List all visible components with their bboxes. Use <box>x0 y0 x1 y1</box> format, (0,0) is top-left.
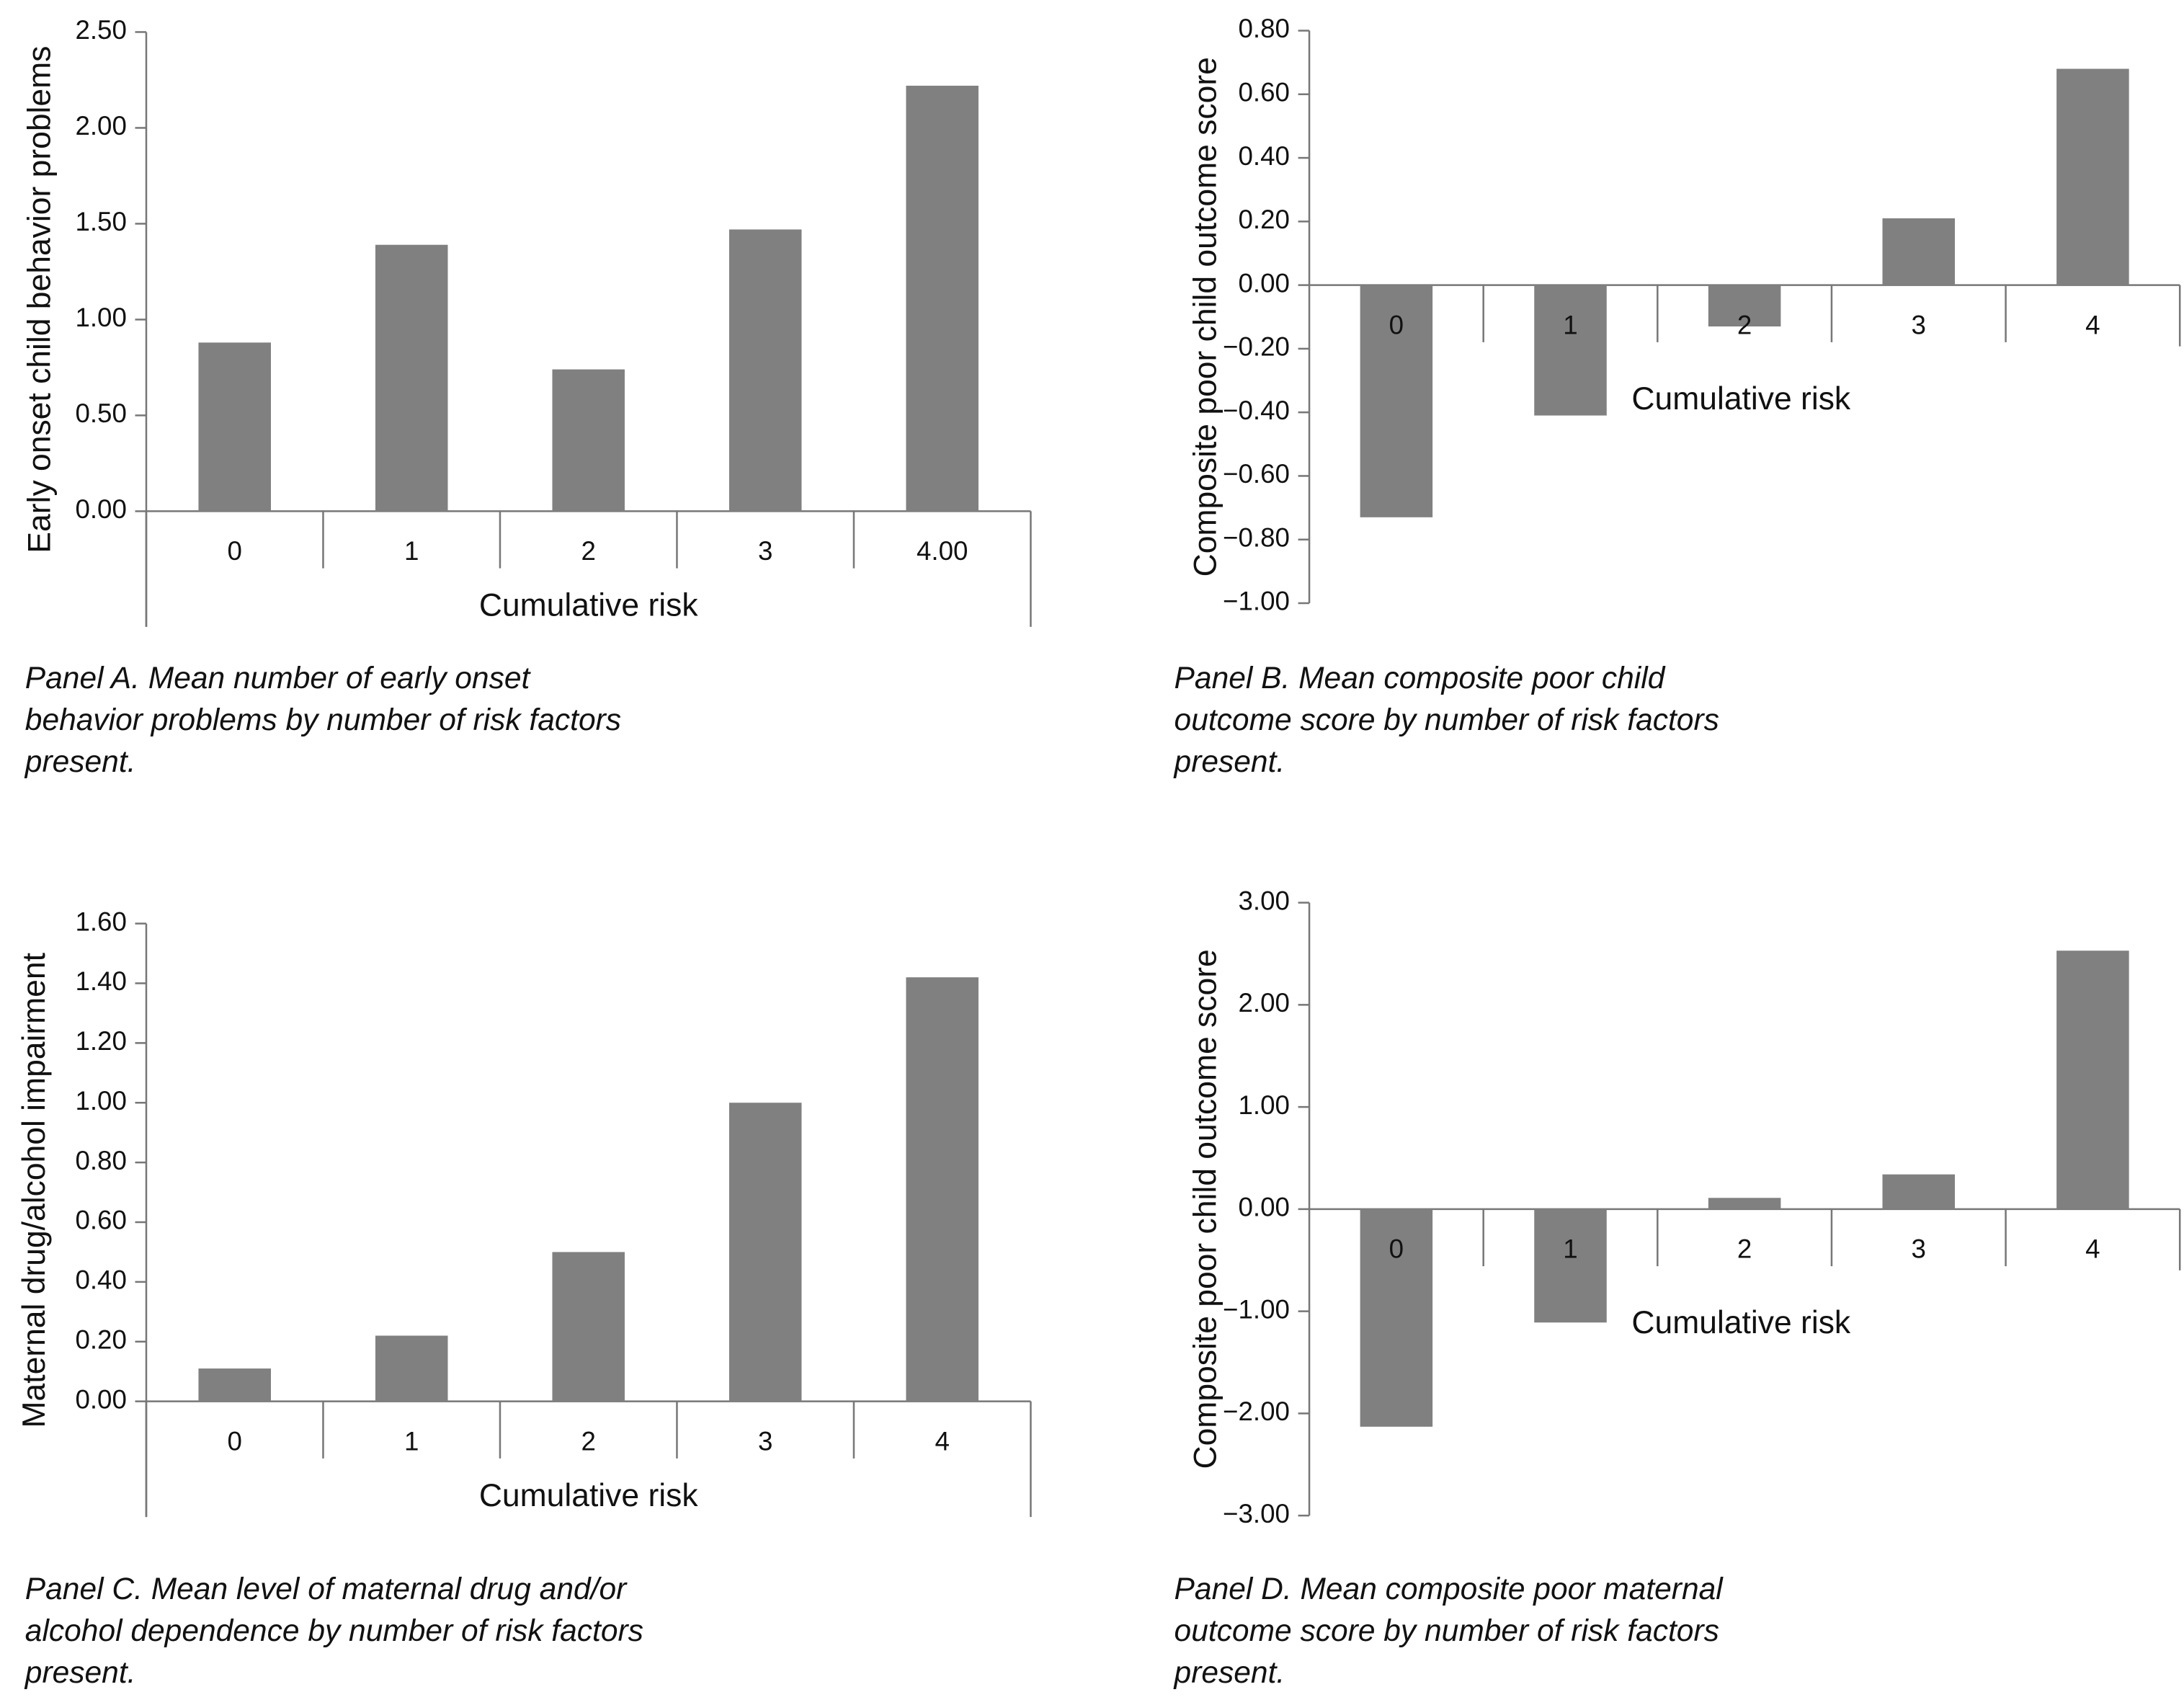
y-tick-label: 0.50 <box>75 399 126 428</box>
y-tick-label: 1.20 <box>75 1026 126 1056</box>
x-axis-label: Cumulative risk <box>479 1478 699 1513</box>
bar <box>906 85 979 512</box>
x-tick-label: 2 <box>1737 310 1752 339</box>
y-tick-label: 2.50 <box>75 15 126 45</box>
x-tick-label: 1 <box>404 536 419 566</box>
bar <box>728 1103 802 1402</box>
y-tick-label: 1.00 <box>1239 1090 1290 1120</box>
x-tick-label: 0 <box>1389 310 1404 339</box>
y-tick-label: 1.50 <box>75 207 126 236</box>
bar <box>375 1335 448 1402</box>
x-tick-label: 1 <box>1563 310 1577 339</box>
y-tick-label: −1.00 <box>1223 1294 1290 1324</box>
y-tick-label: 0.60 <box>75 1206 126 1235</box>
bar <box>2056 951 2129 1209</box>
caption: Panel B. Mean composite poor child outco… <box>1174 660 1719 779</box>
x-tick-label: 4.00 <box>917 536 968 566</box>
y-tick-label: 2.00 <box>1239 988 1290 1018</box>
x-axis-label: Cumulative risk <box>479 588 699 623</box>
y-axis-label: Maternal drug/alcohol impairment <box>17 952 52 1428</box>
caption: Panel D. Mean composite poor maternal ou… <box>1174 1571 1723 1690</box>
y-tick-label: −0.80 <box>1223 522 1290 552</box>
y-tick-label: −3.00 <box>1223 1499 1290 1528</box>
x-tick-label: 2 <box>581 536 595 566</box>
x-tick-label: 3 <box>758 536 772 566</box>
x-tick-label: 0 <box>1389 1234 1404 1264</box>
bar <box>1882 218 1956 285</box>
x-tick-label: 0 <box>228 536 242 566</box>
x-tick-label: 1 <box>1563 1234 1577 1264</box>
y-tick-label: 0.80 <box>1239 14 1290 43</box>
y-tick-label: −0.40 <box>1223 396 1290 425</box>
bar <box>1882 1174 1956 1209</box>
y-axis-label: Composite poor child outcome score <box>1188 57 1224 577</box>
x-tick-label: 2 <box>1737 1234 1752 1264</box>
y-tick-label: 1.00 <box>75 1086 126 1116</box>
y-tick-label: 0.80 <box>75 1146 126 1175</box>
x-tick-label: 3 <box>1912 310 1926 339</box>
y-tick-label: 1.40 <box>75 966 126 996</box>
bar <box>906 977 979 1402</box>
y-tick-label: 0.60 <box>1239 78 1290 107</box>
x-tick-label: 4 <box>935 1426 949 1456</box>
x-axis-label: Cumulative risk <box>1631 381 1851 417</box>
y-tick-label: 0.20 <box>1239 205 1290 234</box>
y-tick-label: 0.00 <box>1239 1193 1290 1222</box>
y-tick-label: −0.60 <box>1223 459 1290 489</box>
y-axis-label: Composite poor child outcome score <box>1188 949 1224 1469</box>
y-tick-label: −0.20 <box>1223 332 1290 362</box>
x-tick-label: 0 <box>228 1426 242 1456</box>
bar <box>1708 1198 1781 1209</box>
y-tick-label: 0.40 <box>1239 141 1290 171</box>
y-tick-label: 3.00 <box>1239 886 1290 915</box>
x-tick-label: 3 <box>1912 1234 1926 1264</box>
bar <box>1708 285 1781 327</box>
y-tick-label: 0.20 <box>75 1325 126 1354</box>
bar <box>375 244 448 512</box>
y-tick-label: 1.60 <box>75 907 126 936</box>
x-tick-label: 4 <box>2085 1234 2100 1264</box>
bar <box>198 1368 271 1402</box>
y-axis-label: Early onset child behavior problems <box>22 46 58 553</box>
y-tick-label: 0.00 <box>75 1384 126 1414</box>
bar <box>728 229 802 512</box>
bar <box>1534 285 1607 416</box>
caption: Panel C. Mean level of maternal drug and… <box>24 1571 643 1690</box>
bar <box>1360 285 1433 517</box>
bar <box>2056 68 2129 285</box>
y-tick-label: 0.00 <box>1239 268 1290 298</box>
y-tick-label: −1.00 <box>1223 587 1290 616</box>
bar <box>198 342 271 512</box>
bar <box>1360 1208 1433 1427</box>
x-tick-label: 4 <box>2085 310 2100 339</box>
x-tick-label: 1 <box>404 1426 419 1456</box>
x-tick-label: 2 <box>581 1426 595 1456</box>
bar <box>1534 1208 1607 1323</box>
bar <box>552 369 625 512</box>
x-tick-label: 3 <box>758 1426 772 1456</box>
caption: Panel A. Mean number of early onset beha… <box>24 660 622 779</box>
y-tick-label: 2.00 <box>75 111 126 141</box>
x-axis-label: Cumulative risk <box>1631 1305 1851 1340</box>
y-tick-label: 0.40 <box>75 1265 126 1295</box>
y-tick-label: −2.00 <box>1223 1397 1290 1426</box>
bar <box>552 1252 625 1402</box>
y-tick-label: 1.00 <box>75 303 126 332</box>
y-tick-label: 0.00 <box>75 494 126 524</box>
